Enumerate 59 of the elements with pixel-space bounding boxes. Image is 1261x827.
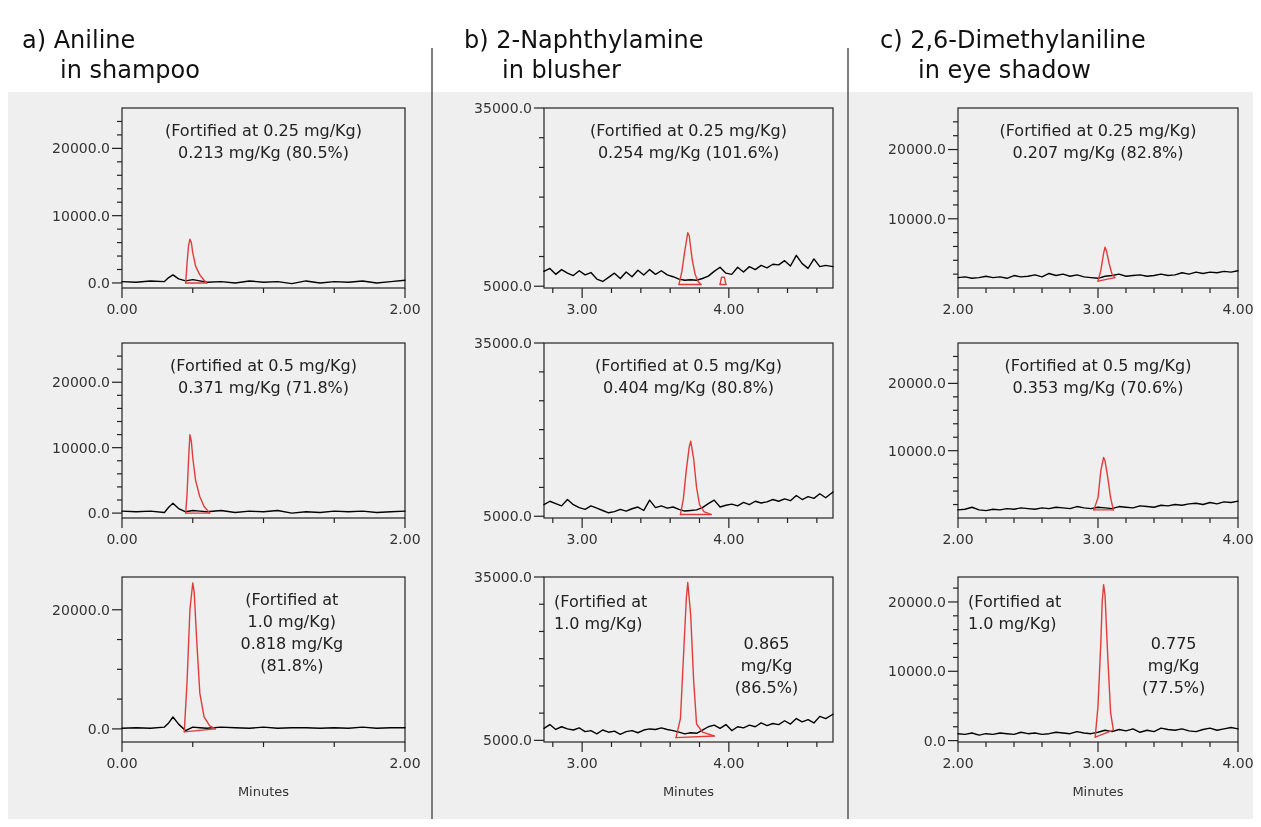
- annotation: (Fortified at 0.25 mg/Kg) 0.207 mg/Kg (82.8%): [999, 121, 1197, 162]
- y-tick-label: 20000.0: [52, 601, 110, 618]
- x-tick-label: 3.00: [566, 301, 598, 317]
- x-axis-title: Minutes: [662, 784, 715, 799]
- x-tick-label: 2.00: [942, 301, 974, 317]
- annotation: (Fortified at 0.5 mg/Kg) 0.353 mg/Kg (70.6%): [1004, 356, 1192, 397]
- x-tick-label: 0.00: [106, 301, 138, 317]
- x-tick-label: 2.00: [389, 301, 421, 317]
- y-tick-label: 10000.0: [52, 439, 110, 456]
- x-axis-title: Minutes: [237, 784, 290, 799]
- x-tick-label: 4.00: [1222, 755, 1254, 771]
- x-tick-label: 3.00: [1082, 301, 1114, 317]
- x-tick-label: 3.00: [1082, 755, 1114, 771]
- x-tick-label: 4.00: [1222, 301, 1254, 317]
- y-tick-label: 20000.0: [888, 593, 946, 610]
- y-tick-label: 5000.0: [483, 508, 532, 525]
- y-tick-label: 10000.0: [888, 442, 946, 459]
- x-tick-label: 4.00: [713, 531, 745, 547]
- x-tick-label: 4.00: [713, 301, 745, 317]
- y-tick-label: 20000.0: [52, 374, 110, 391]
- y-tick-label: 0.0: [87, 274, 110, 291]
- annotation: (Fortified at 0.25 mg/Kg) 0.213 mg/Kg (80.5%): [164, 121, 363, 162]
- y-tick-label: 0.0: [87, 504, 110, 521]
- x-tick-label: 0.00: [106, 531, 138, 547]
- annotation: 0.865 mg/Kg (86.5%): [734, 634, 799, 697]
- y-tick-label: 5000.0: [483, 278, 532, 295]
- x-tick-label: 2.00: [942, 755, 974, 771]
- y-tick-label: 35000.0: [474, 99, 532, 116]
- chart-title: a) Aniline in shampoo: [22, 26, 200, 84]
- chart-title: c) 2,6-Dimethylaniline in eye shadow: [880, 26, 1146, 84]
- x-tick-label: 3.00: [1082, 531, 1114, 547]
- y-tick-label: 0.0: [923, 732, 946, 749]
- y-tick-label: 10000.0: [52, 207, 110, 224]
- y-tick-label: 20000.0: [888, 141, 946, 158]
- annotation: (Fortified at 0.5 mg/Kg) 0.371 mg/Kg (71.8%): [170, 356, 357, 397]
- y-tick-label: 0.0: [87, 720, 110, 737]
- x-axis-title: Minutes: [1072, 784, 1124, 799]
- x-tick-label: 4.00: [713, 755, 745, 771]
- annotation: (Fortified at 0.5 mg/Kg) 0.404 mg/Kg (80.8%): [595, 356, 782, 397]
- x-tick-label: 3.00: [566, 531, 598, 547]
- annotation: (Fortified at 1.0 mg/Kg): [968, 592, 1062, 633]
- x-tick-label: 4.00: [1222, 531, 1254, 547]
- y-tick-label: 5000.0: [483, 732, 532, 749]
- annotation: (Fortified at 1.0 mg/Kg) 0.818 mg/Kg (81.8%): [240, 590, 344, 675]
- x-tick-label: 3.00: [566, 755, 598, 771]
- x-tick-label: 2.00: [389, 531, 421, 547]
- y-tick-label: 10000.0: [888, 663, 946, 680]
- annotation: 0.775 mg/Kg (77.5%): [1141, 634, 1206, 697]
- y-tick-label: 35000.0: [474, 334, 532, 351]
- x-tick-label: 0.00: [106, 755, 138, 771]
- annotation: (Fortified at 1.0 mg/Kg): [554, 592, 648, 633]
- x-tick-label: 2.00: [942, 531, 974, 547]
- chart-title: b) 2-Naphthylamine in blusher: [464, 26, 704, 84]
- x-tick-label: 2.00: [389, 755, 421, 771]
- y-tick-label: 10000.0: [888, 210, 946, 227]
- y-tick-label: 20000.0: [52, 140, 110, 157]
- y-tick-label: 20000.0: [888, 375, 946, 392]
- annotation: (Fortified at 0.25 mg/Kg) 0.254 mg/Kg (101.6%): [589, 121, 788, 162]
- y-tick-label: 35000.0: [474, 568, 532, 585]
